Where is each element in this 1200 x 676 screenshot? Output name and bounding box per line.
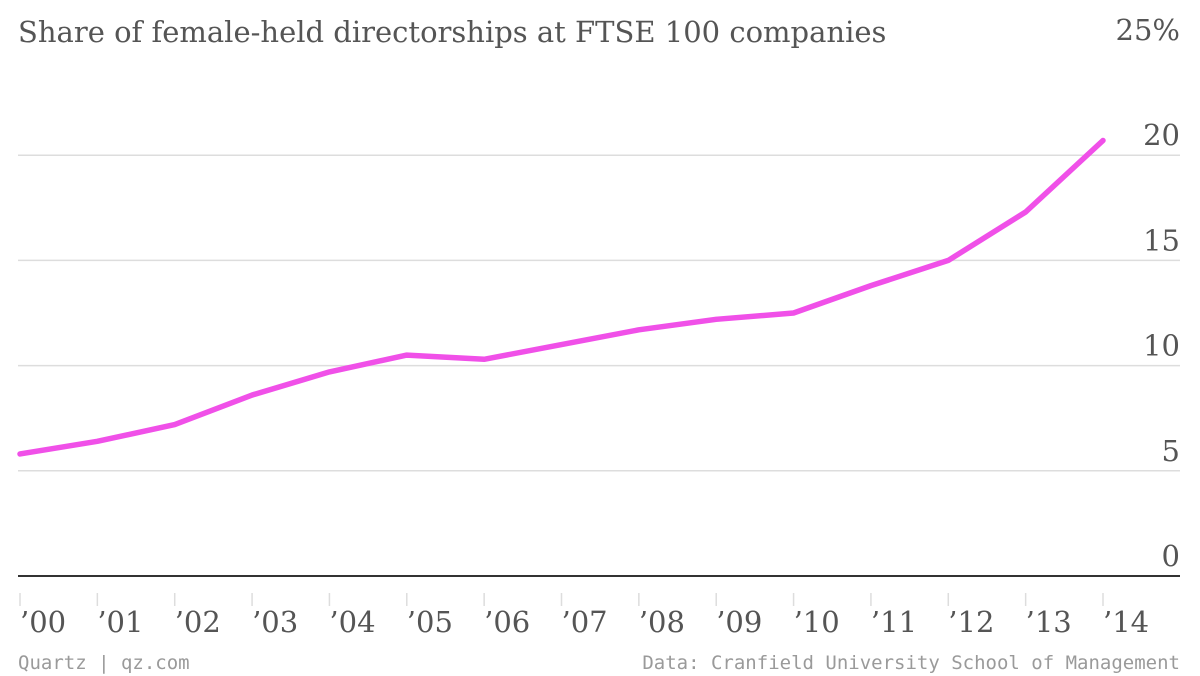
y-axis-tick-labels: 0 5 10 15 20 25% bbox=[1116, 13, 1180, 573]
x-tick-label: ’14 bbox=[1103, 605, 1149, 639]
x-tick-label: ’01 bbox=[97, 605, 143, 639]
x-tick-label: ’09 bbox=[716, 605, 762, 639]
x-tick-label: ’02 bbox=[175, 605, 221, 639]
x-tick-label: ’12 bbox=[948, 605, 994, 639]
x-tick-label: ’08 bbox=[639, 605, 685, 639]
y-tick-label: 0 bbox=[1162, 539, 1180, 573]
grid-lines bbox=[18, 154, 1180, 472]
x-tick-label: ’04 bbox=[329, 605, 375, 639]
y-tick-label: 25% bbox=[1116, 13, 1180, 47]
x-tick-label: ’03 bbox=[252, 605, 298, 639]
footer-credit: Quartz | qz.com bbox=[18, 652, 190, 674]
x-tick-label: ’05 bbox=[407, 605, 453, 639]
y-tick-label: 20 bbox=[1143, 118, 1180, 152]
x-tick-label: ’00 bbox=[20, 605, 66, 639]
x-tick-label: ’10 bbox=[794, 605, 840, 639]
footer-source: Data: Cranfield University School of Man… bbox=[642, 652, 1180, 674]
y-tick-label: 5 bbox=[1162, 434, 1180, 468]
y-tick-label: 15 bbox=[1143, 223, 1180, 257]
chart-title: Share of female-held directorships at FT… bbox=[18, 15, 886, 49]
series-line bbox=[17, 137, 1106, 457]
x-tick-label: ’07 bbox=[562, 605, 608, 639]
x-axis-ticks: ’00 ’01 ’02 ’03 ’04 ’05 ’06 ’07 ’08 ’09 ’10 ’11 ’12 ’… bbox=[19, 593, 1149, 639]
y-tick-label: 10 bbox=[1143, 329, 1180, 363]
x-tick-label: ’11 bbox=[871, 605, 917, 639]
x-tick-label: ’06 bbox=[484, 605, 530, 639]
series-layer bbox=[17, 137, 1106, 457]
x-tick-label: ’13 bbox=[1026, 605, 1072, 639]
